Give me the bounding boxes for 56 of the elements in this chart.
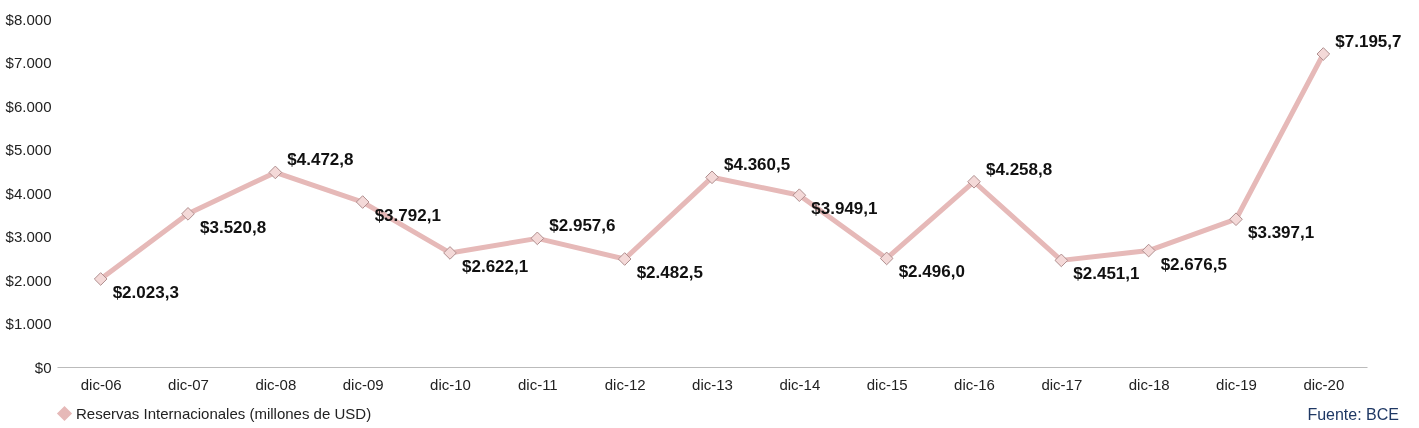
y-tick-label: $4.000	[5, 184, 52, 202]
y-tick-label: $1.000	[5, 315, 52, 332]
y-tick-label: $5.000	[5, 141, 52, 158]
x-tick-label: dic-16	[954, 375, 995, 393]
point	[792, 188, 807, 203]
data-label: $3.520,8	[200, 217, 267, 237]
point	[355, 195, 370, 209]
data-label: $2.622,1	[462, 256, 529, 276]
x-tick-label: dic-18	[1128, 375, 1170, 393]
x-tick-label: dic-08	[255, 375, 297, 393]
data-label: $4.472,8	[287, 150, 354, 170]
data-label: $3.949,1	[811, 199, 878, 219]
x-tick-label: dic-15	[866, 375, 908, 393]
y-tick-label: $3.000	[5, 228, 52, 245]
x-tick-label: dic-06	[80, 375, 122, 393]
x-tick-label: dic-10	[430, 375, 471, 393]
source-note: Fuente: BCE	[1307, 406, 1399, 424]
point	[1229, 212, 1243, 227]
y-tick-label: $0	[34, 358, 52, 376]
y-tick-label: $2.000	[5, 271, 52, 289]
data-label: $2.023,3	[112, 282, 179, 302]
y-tick-label: $8.000	[5, 10, 52, 28]
data-label: $4.258,8	[986, 159, 1053, 179]
x-tick-label: dic-07	[168, 375, 209, 393]
point	[967, 174, 981, 189]
point	[93, 272, 108, 286]
x-tick-label: dic-20	[1303, 375, 1345, 393]
legend-label: Reservas Internacionales (millones de USD)	[76, 404, 372, 422]
point	[617, 252, 632, 266]
point	[1054, 253, 1069, 268]
y-tick-label: $6.000	[5, 97, 52, 115]
x-tick-label: dic-13	[692, 375, 733, 393]
point	[443, 246, 457, 260]
x-tick-label: dic-12	[604, 375, 646, 393]
data-label: $7.195,7	[1335, 31, 1402, 51]
x-tick-label: dic-11	[517, 375, 558, 393]
point	[1141, 243, 1156, 258]
point	[1316, 47, 1331, 61]
data-label: $2.957,6	[549, 216, 616, 236]
data-label: $2.451,1	[1073, 264, 1140, 284]
x-tick-label: dic-19	[1216, 375, 1257, 393]
point	[268, 165, 283, 180]
y-tick-label: $7.000	[5, 54, 52, 71]
data-label: $3.792,1	[374, 206, 441, 226]
data-label: $2.676,5	[1160, 254, 1227, 274]
point	[530, 231, 545, 246]
point	[879, 251, 894, 266]
data-label: $2.482,5	[636, 263, 703, 283]
x-tick-label: dic-14	[779, 375, 821, 393]
data-label: $3.397,1	[1248, 223, 1315, 243]
x-tick-label: dic-09	[342, 375, 384, 393]
point	[181, 207, 195, 221]
x-tick-label: dic-17	[1041, 375, 1083, 393]
data-label: $4.360,5	[724, 155, 791, 175]
point	[705, 170, 719, 185]
data-label: $2.496,0	[898, 262, 965, 282]
